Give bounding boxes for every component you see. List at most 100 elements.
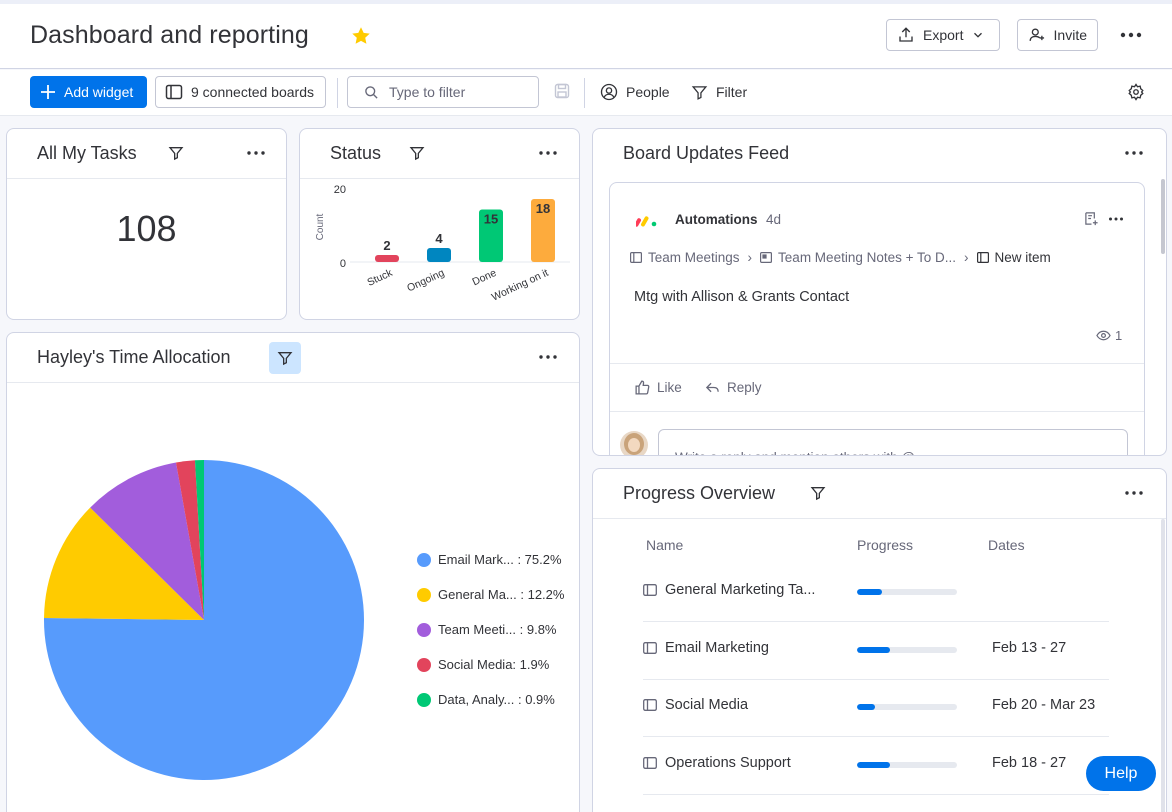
board-icon [165,84,183,100]
view-count[interactable]: 1 [1096,328,1122,343]
pie-slice-4[interactable] [194,460,204,620]
thumbs-up-icon [635,380,650,395]
filter-icon[interactable] [409,145,425,161]
item-icon [643,641,657,654]
monday-logo-icon [636,216,657,227]
more-options-icon[interactable] [1118,26,1144,44]
breadcrumb-board[interactable]: Team Meetings [648,250,740,265]
add-to-item-icon[interactable] [1084,211,1099,226]
status-bar-stuck[interactable] [375,255,399,262]
invite-button[interactable]: Invite [1017,19,1098,51]
page-title: Dashboard and reporting [30,21,309,49]
filter-icon [277,352,293,366]
filter-icon[interactable] [810,485,826,501]
row-name[interactable]: Email Marketing [643,640,769,656]
board-updates-widget: Board Updates Feed Automations 4d Team M… [592,128,1167,456]
legend-label: Team Meeti... : 9.8% [438,622,557,637]
board-icon [630,252,642,263]
filter-button[interactable]: Filter [691,78,747,106]
people-label: People [626,84,670,100]
favorite-star-icon[interactable] [350,25,372,47]
post-author[interactable]: Automations [675,212,758,227]
row-name[interactable]: Operations Support [643,755,791,771]
table-row[interactable]: Operations Support Feb 18 - 27 [643,738,1109,795]
y-tick-zero: 0 [340,258,346,270]
progress-overview-widget: Progress Overview Name Progress Dates Ge… [592,468,1167,812]
people-filter-button[interactable]: People [600,78,670,106]
help-button[interactable]: Help [1086,756,1156,791]
progress-bar [857,704,957,710]
active-filter-button[interactable] [269,342,301,374]
legend-label: General Ma... : 12.2% [438,587,565,602]
y-tick-max: 20 [334,184,346,196]
progress-bar [857,589,957,595]
widget-title: Status [330,143,382,163]
invite-label: Invite [1053,27,1087,43]
legend-color-dot [417,552,431,567]
eye-icon [1096,330,1111,341]
row-dates: Feb 20 - Mar 23 [992,697,1096,713]
settings-gear-icon[interactable] [1127,83,1145,101]
widget-title: Progress Overview [623,483,776,503]
legend-item[interactable]: Email Mark... : 75.2% [417,552,562,567]
legend-item[interactable]: Social Media: 1.9% [417,657,549,672]
like-label: Like [657,380,682,395]
pie-slice-1[interactable] [44,507,204,620]
table-row[interactable]: Social Media Feb 20 - Mar 23 [643,680,1109,737]
more-options-icon[interactable] [1124,487,1144,499]
progress-bar [857,646,957,653]
connected-boards-label: 9 connected boards [191,84,314,100]
status-bar-ongoing[interactable] [427,248,451,262]
table-row[interactable]: General Marketing Ta... [643,565,1109,622]
bar-value-label: 2 [383,238,390,253]
row-dates: Feb 18 - 27 [992,754,1067,771]
add-person-icon [1029,28,1045,41]
all-my-tasks-widget: All My Tasks 108 [6,128,287,320]
plus-icon [41,85,55,99]
add-widget-button[interactable]: Add widget [30,76,147,108]
breadcrumb-item[interactable]: New item [994,250,1051,265]
reply-label: Reply [727,380,762,395]
y-axis-label: Count [315,213,326,240]
post-body: Mtg with Allison & Grants Contact [634,289,850,305]
status-bar-working-on-it[interactable] [531,199,555,262]
legend-label: Social Media: 1.9% [438,657,550,672]
bar-value-label: 18 [536,201,550,216]
filter-icon[interactable] [168,145,184,161]
legend-color-dot [417,587,431,602]
export-button[interactable]: Export [886,19,1000,51]
legend-item[interactable]: Data, Analy... : 0.9% [417,692,555,707]
filter-placeholder: Type to filter [389,84,466,100]
bar-value-label: 15 [484,212,498,227]
view-count-value: 1 [1115,328,1123,343]
more-options-icon[interactable] [538,351,558,363]
save-view-icon[interactable] [554,83,570,99]
pie-slice-2[interactable] [90,462,204,620]
legend-item[interactable]: Team Meeti... : 9.8% [417,622,557,637]
legend-label: Email Mark... : 75.2% [438,552,562,567]
like-button[interactable]: Like [634,379,682,396]
table-row[interactable]: Email Marketing Feb 13 - 27 [643,623,1109,680]
more-options-icon[interactable] [538,147,558,159]
status-bar-done[interactable] [479,209,503,263]
breadcrumb-doc[interactable]: Team Meeting Notes + To D... [778,250,957,265]
row-name[interactable]: General Marketing Ta... [643,582,815,598]
widget-title: Hayley's Time Allocation [37,347,231,367]
row-name[interactable]: Social Media [643,697,748,713]
status-bar-chart: Count 20 0 2 Stuck 4 Ongoing 15 Done 18 Working… [315,184,570,304]
x-tick-label: Done [470,267,498,289]
legend-item[interactable]: General Ma... : 12.2% [417,587,564,602]
reply-button[interactable]: Reply [704,379,762,396]
item-icon [976,252,989,263]
connected-boards-button[interactable]: 9 connected boards [155,76,326,108]
more-options-icon[interactable] [1124,147,1144,159]
item-icon [643,699,657,711]
more-options-icon[interactable] [246,147,266,159]
pie-slice-3[interactable] [175,460,204,620]
reply-input[interactable]: Write a reply and mention others with @ [658,429,1128,455]
legend-label: Data, Analy... : 0.9% [438,692,555,707]
widget-title: All My Tasks [37,143,137,163]
bar-value-label: 4 [435,231,443,246]
filter-search-input[interactable]: Type to filter [347,76,539,108]
post-more-icon[interactable] [1108,215,1124,223]
